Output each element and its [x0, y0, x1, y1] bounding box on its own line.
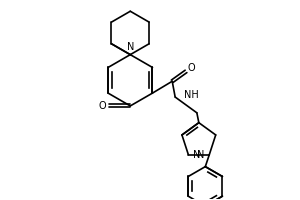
Text: N: N [197, 150, 204, 160]
Text: O: O [99, 101, 106, 111]
Text: N: N [193, 150, 201, 160]
Text: NH: NH [184, 90, 199, 100]
Text: O: O [187, 63, 195, 73]
Text: N: N [127, 42, 134, 52]
